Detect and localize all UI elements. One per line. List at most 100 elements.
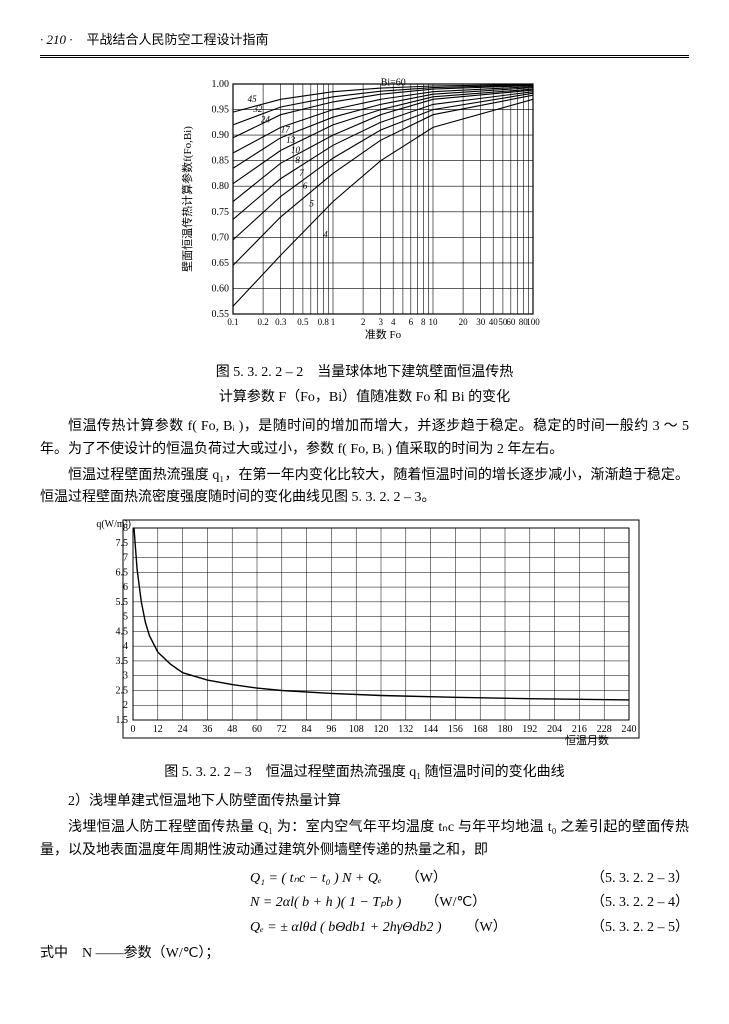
caption-1: 图 5. 3. 2. 2 – 2 当量球体地下建筑壁面恒温传热 计算参数 F（F…	[40, 360, 689, 410]
equation-body: N = 2αl( b + h )( 1 − Tₚb )	[250, 892, 401, 914]
equation-body: Q₁ = ( tₙc − t₀ ) N + Qₑ	[250, 868, 382, 890]
svg-text:1: 1	[330, 317, 335, 327]
svg-text:20: 20	[458, 317, 468, 327]
svg-text:40: 40	[488, 317, 498, 327]
svg-text:4: 4	[390, 317, 395, 327]
svg-text:0: 0	[130, 724, 135, 735]
svg-text:8: 8	[295, 155, 300, 165]
svg-text:0.5: 0.5	[297, 317, 309, 327]
svg-text:108: 108	[348, 724, 363, 735]
equation-number: （5. 3. 2. 2 – 3）	[591, 868, 689, 890]
page-header: · 210 · 平战结合人民防空工程设计指南	[40, 30, 689, 58]
svg-text:6.5: 6.5	[115, 567, 128, 578]
svg-text:4.5: 4.5	[115, 626, 128, 637]
chart-2-container: 0122436486072849610812013214415616818019…	[40, 516, 689, 752]
svg-text:156: 156	[447, 724, 462, 735]
svg-text:6: 6	[408, 317, 413, 327]
svg-text:6: 6	[302, 181, 307, 191]
paragraph-2: 恒温过程壁面热流强度 q₁，在第一年内变化比较大，随着恒温时间的增长逐步减小，渐…	[40, 465, 689, 510]
svg-text:0.75: 0.75	[211, 207, 229, 218]
paragraph-1: 恒温传热计算参数 f( Fo, Bᵢ )，是随时间的增加而增大，并逐步趋于稳定。…	[40, 416, 689, 461]
where-clause: 式中 N ——参数（W/℃）；	[40, 943, 689, 965]
equation-row: Qₑ = ± αlθd ( bΘdb1 + 2hγΘdb2 )（W）（5. 3.…	[40, 917, 689, 939]
equation-body: Qₑ = ± αlθd ( bΘdb1 + 2hγΘdb2 )	[250, 917, 442, 939]
svg-text:96: 96	[326, 724, 336, 735]
paragraph-3: 浅埋恒温人防工程壁面传热量 Q₁ 为：室内空气年平均温度 tₙc 与年平均地温 …	[40, 817, 689, 862]
equation-unit: （W/℃）	[425, 892, 486, 914]
svg-text:0.90: 0.90	[211, 130, 229, 141]
svg-text:48: 48	[227, 724, 237, 735]
equation-number: （5. 3. 2. 2 – 4）	[591, 892, 689, 914]
svg-text:10: 10	[290, 145, 300, 155]
svg-text:q(W/m²): q(W/m²)	[96, 519, 131, 530]
svg-text:24: 24	[260, 114, 270, 124]
equation-row: Q₁ = ( tₙc − t₀ ) N + Qₑ （W） （5. 3. 2. 2 –…	[40, 868, 689, 890]
svg-text:240: 240	[621, 724, 636, 735]
svg-text:0.8: 0.8	[317, 317, 329, 327]
svg-text:45: 45	[247, 94, 257, 104]
svg-text:8: 8	[421, 317, 426, 327]
svg-text:228: 228	[596, 724, 611, 735]
book-title: 平战结合人民防空工程设计指南	[87, 30, 269, 51]
equation-unit: （W）	[406, 868, 447, 890]
svg-text:壁面恒温传热计算参数f(Fo,Bi): 壁面恒温传热计算参数f(Fo,Bi)	[180, 126, 194, 272]
svg-text:84: 84	[301, 724, 311, 735]
page-number: · 210 ·	[40, 30, 73, 51]
svg-text:180: 180	[497, 724, 512, 735]
svg-text:1.00: 1.00	[211, 79, 229, 90]
svg-text:0.65: 0.65	[211, 258, 229, 269]
svg-text:0.95: 0.95	[211, 104, 229, 115]
svg-text:60: 60	[252, 724, 262, 735]
chart-2: 0122436486072849610812013214415616818019…	[85, 516, 645, 752]
svg-text:4: 4	[123, 641, 128, 652]
svg-text:192: 192	[522, 724, 537, 735]
svg-text:7: 7	[299, 168, 304, 178]
svg-text:216: 216	[571, 724, 586, 735]
svg-text:24: 24	[177, 724, 187, 735]
svg-text:3.5: 3.5	[115, 656, 128, 667]
svg-text:2: 2	[360, 317, 365, 327]
equation-block: Q₁ = ( tₙc − t₀ ) N + Qₑ （W） （5. 3. 2. 2 –…	[40, 868, 689, 939]
svg-text:17: 17	[280, 124, 290, 134]
svg-text:5: 5	[309, 198, 314, 208]
svg-text:0.1: 0.1	[227, 317, 238, 327]
svg-text:60: 60	[506, 317, 516, 327]
svg-text:5.5: 5.5	[115, 597, 128, 608]
svg-text:7.5: 7.5	[115, 538, 128, 549]
svg-text:1.5: 1.5	[115, 715, 128, 726]
svg-text:13: 13	[286, 135, 296, 145]
svg-text:0.70: 0.70	[211, 232, 229, 243]
svg-text:2.5: 2.5	[115, 685, 128, 696]
svg-text:120: 120	[373, 724, 388, 735]
svg-text:0.2: 0.2	[257, 317, 268, 327]
equation-row: N = 2αl( b + h )( 1 − Tₚb ) （W/℃） （5. 3. 2…	[40, 892, 689, 914]
chart-1-container: 0.550.600.650.700.750.800.850.900.951.00…	[40, 72, 689, 352]
svg-text:168: 168	[472, 724, 487, 735]
chart-1: 0.550.600.650.700.750.800.850.900.951.00…	[175, 72, 555, 352]
svg-text:0.3: 0.3	[275, 317, 287, 327]
svg-text:100: 100	[526, 317, 540, 327]
svg-text:0.85: 0.85	[211, 155, 229, 166]
caption-2: 图 5. 3. 2. 2 – 3 恒温过程壁面热流强度 q₁ 随恒温时间的变化曲…	[40, 760, 689, 785]
section-2-head: 2）浅埋单建式恒温地下人防壁面传热量计算	[40, 791, 689, 813]
svg-text:0.80: 0.80	[211, 181, 229, 192]
svg-text:5: 5	[123, 611, 128, 622]
svg-text:36: 36	[202, 724, 212, 735]
svg-text:2: 2	[123, 700, 128, 711]
svg-text:72: 72	[276, 724, 286, 735]
svg-text:7: 7	[123, 552, 128, 563]
svg-text:0.55: 0.55	[211, 309, 229, 320]
svg-text:6: 6	[123, 582, 128, 593]
equation-unit: （W）	[466, 917, 507, 939]
caption-1-line1: 图 5. 3. 2. 2 – 2 当量球体地下建筑壁面恒温传热	[216, 365, 514, 380]
svg-text:3: 3	[123, 670, 128, 681]
svg-text:准数 Fo: 准数 Fo	[364, 328, 401, 341]
svg-text:3: 3	[378, 317, 383, 327]
svg-text:204: 204	[547, 724, 562, 735]
svg-text:10: 10	[428, 317, 438, 327]
svg-text:0.60: 0.60	[211, 283, 229, 294]
svg-text:32: 32	[252, 104, 263, 114]
svg-text:恒温月数: 恒温月数	[565, 734, 609, 747]
svg-text:30: 30	[476, 317, 486, 327]
svg-text:132: 132	[398, 724, 413, 735]
